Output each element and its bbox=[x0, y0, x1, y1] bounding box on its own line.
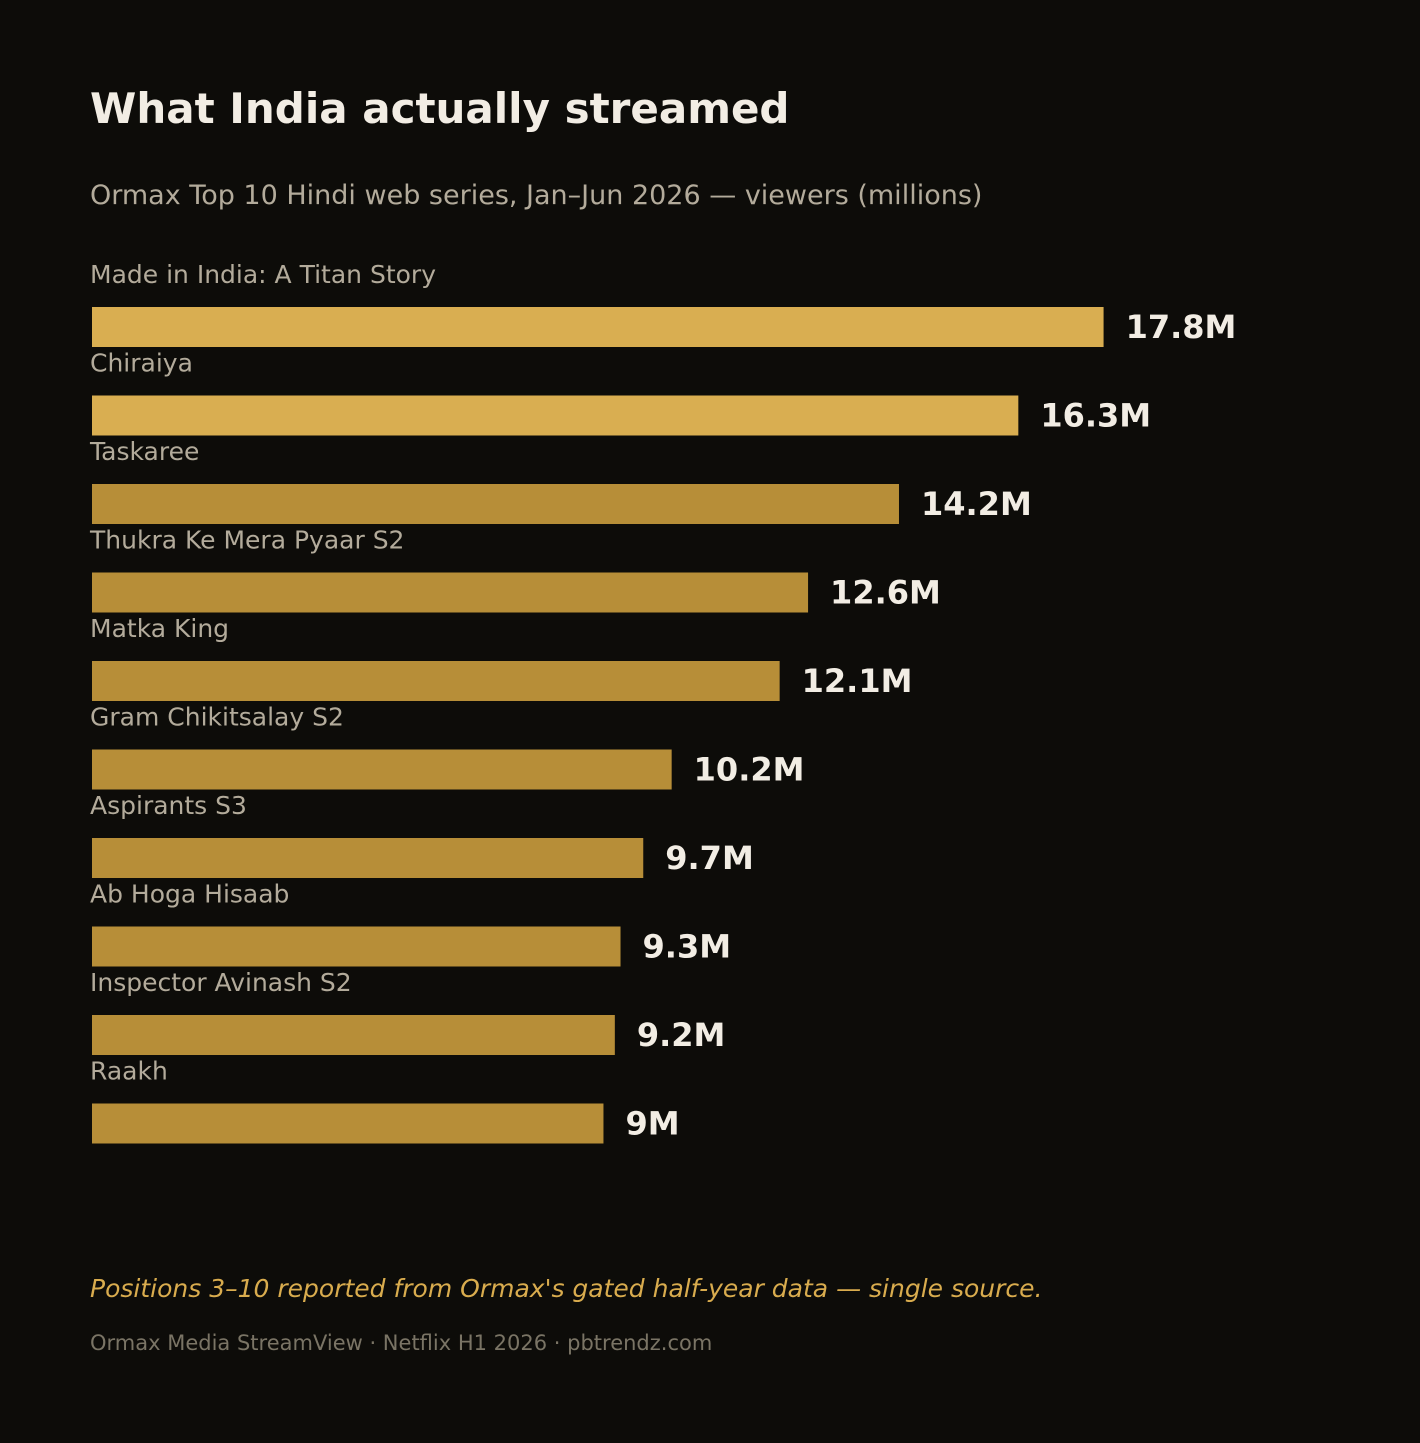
source-line: Ormax Media StreamView · Netflix H1 2026… bbox=[90, 1331, 713, 1355]
bar-made-in-india-a-titan-story bbox=[92, 307, 1104, 347]
value-label-made-in-india-a-titan-story: 17.8M bbox=[1126, 308, 1237, 346]
bar-ab-hoga-hisaab bbox=[92, 926, 621, 967]
category-label-raakh: Raakh bbox=[90, 1057, 168, 1086]
category-label-inspector-avinash-s2: Inspector Avinash S2 bbox=[90, 968, 352, 997]
value-label-taskaree: 14.2M bbox=[921, 485, 1032, 523]
category-label-matka-king: Matka King bbox=[90, 614, 229, 643]
bar-gram-chikitsalay-s2 bbox=[92, 749, 672, 790]
bar-chiraiya bbox=[92, 395, 1019, 436]
bar-chart: Made in India: A Titan Story 17.8M Chiraiy… bbox=[89, 260, 1237, 1144]
category-label-made-in-india-a-titan-story: Made in India: A Titan Story bbox=[90, 260, 436, 289]
value-label-chiraiya: 16.3M bbox=[1040, 397, 1151, 435]
value-label-gram-chikitsalay-s2: 10.2M bbox=[694, 751, 805, 789]
bar-raakh bbox=[92, 1103, 604, 1144]
chart-subtitle: Ormax Top 10 Hindi web series, Jan–Jun 2… bbox=[90, 180, 983, 211]
footnote: Positions 3–10 reported from Ormax's gat… bbox=[90, 1274, 1043, 1303]
bar-aspirants-s3 bbox=[92, 838, 644, 878]
bar-thukra-ke-mera-pyaar-s2 bbox=[92, 572, 809, 613]
chart-title: What India actually streamed bbox=[90, 84, 790, 133]
category-label-ab-hoga-hisaab: Ab Hoga Hisaab bbox=[90, 880, 289, 909]
value-label-ab-hoga-hisaab: 9.3M bbox=[643, 928, 732, 966]
category-label-chiraiya: Chiraiya bbox=[90, 349, 193, 378]
value-label-thukra-ke-mera-pyaar-s2: 12.6M bbox=[830, 574, 941, 612]
category-label-thukra-ke-mera-pyaar-s2: Thukra Ke Mera Pyaar S2 bbox=[89, 526, 404, 555]
category-label-taskaree: Taskaree bbox=[89, 437, 199, 466]
bar-matka-king bbox=[92, 661, 780, 701]
category-label-aspirants-s3: Aspirants S3 bbox=[90, 791, 247, 820]
value-label-inspector-avinash-s2: 9.2M bbox=[637, 1016, 726, 1054]
value-label-matka-king: 12.1M bbox=[802, 662, 913, 700]
bar-inspector-avinash-s2 bbox=[92, 1015, 615, 1055]
category-label-gram-chikitsalay-s2: Gram Chikitsalay S2 bbox=[90, 703, 344, 732]
value-label-aspirants-s3: 9.7M bbox=[665, 839, 754, 877]
value-label-raakh: 9M bbox=[625, 1105, 679, 1143]
bar-taskaree bbox=[92, 484, 899, 524]
